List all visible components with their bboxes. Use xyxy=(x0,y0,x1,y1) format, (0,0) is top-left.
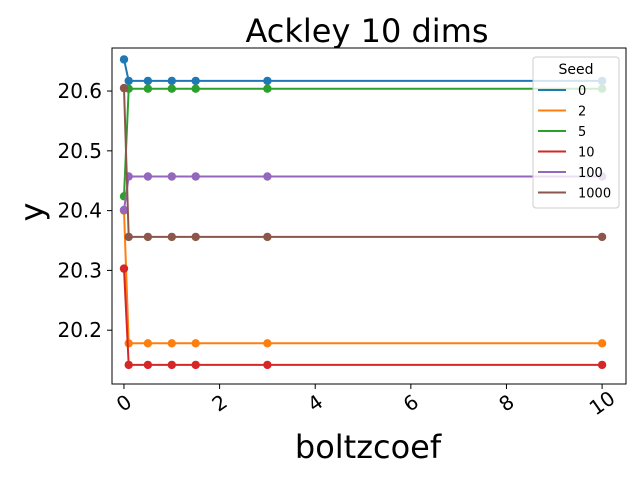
data-point-1000 xyxy=(119,83,129,93)
legend-title: Seed xyxy=(559,62,594,78)
y-tick-label: 20.4 xyxy=(57,199,102,223)
data-point-100 xyxy=(167,172,176,181)
data-point-100 xyxy=(119,205,129,215)
data-point-2 xyxy=(597,339,607,348)
data-point-2 xyxy=(191,339,200,348)
data-point-5 xyxy=(167,84,176,93)
x-tick-label: 6 xyxy=(399,390,423,417)
series-line-10 xyxy=(123,268,603,366)
data-point-0 xyxy=(191,76,200,86)
data-point-10 xyxy=(191,360,200,370)
data-point-10 xyxy=(143,360,153,370)
data-point-100 xyxy=(263,172,272,181)
data-point-5 xyxy=(263,84,272,93)
y-tick-label: 20.3 xyxy=(57,258,102,282)
x-tick-label: 8 xyxy=(494,390,518,417)
series-line-100 xyxy=(123,175,603,211)
data-point-10 xyxy=(597,360,607,370)
series-line-1000 xyxy=(123,88,603,238)
data-point-0 xyxy=(119,55,129,64)
data-point-0 xyxy=(143,76,153,86)
data-point-1000 xyxy=(143,232,153,242)
x-tick-label: 4 xyxy=(303,390,327,417)
data-point-1000 xyxy=(597,232,607,242)
data-point-1000 xyxy=(167,232,176,242)
data-point-5 xyxy=(143,84,153,93)
data-point-0 xyxy=(167,76,176,86)
data-point-10 xyxy=(263,360,272,370)
y-tick-label: 20.5 xyxy=(57,139,102,163)
data-point-1000 xyxy=(263,232,272,242)
data-point-2 xyxy=(263,339,272,348)
data-point-10 xyxy=(119,264,129,273)
x-axis-label: boltzcoef xyxy=(295,428,442,466)
data-point-1000 xyxy=(191,232,200,242)
data-point-10 xyxy=(167,360,176,370)
x-tick-label: 10 xyxy=(585,386,620,420)
chart-title: Ackley 10 dims xyxy=(245,12,488,50)
legend-label-1000: 1000 xyxy=(578,187,611,202)
series-line-2 xyxy=(123,210,603,345)
data-point-0 xyxy=(263,76,272,86)
legend-label-10: 10 xyxy=(578,146,595,161)
legend-label-5: 5 xyxy=(578,125,586,140)
data-point-0 xyxy=(124,76,133,86)
data-point-2 xyxy=(167,339,176,348)
y-tick-label: 20.2 xyxy=(57,318,102,342)
plot-frame xyxy=(111,47,627,385)
data-point-10 xyxy=(124,360,133,370)
data-point-2 xyxy=(143,339,153,348)
legend-label-2: 2 xyxy=(578,105,586,120)
data-point-100 xyxy=(191,172,200,181)
data-point-1000 xyxy=(124,232,133,242)
legend-box xyxy=(532,56,620,209)
x-tick-label: 0 xyxy=(112,390,136,417)
y-axis-label: y xyxy=(13,203,51,222)
x-tick-label: 2 xyxy=(207,390,231,417)
y-tick-label: 20.6 xyxy=(57,79,102,103)
data-point-5 xyxy=(191,84,200,93)
legend-label-0: 0 xyxy=(578,84,586,99)
data-point-100 xyxy=(143,172,153,181)
legend-label-100: 100 xyxy=(578,166,603,181)
